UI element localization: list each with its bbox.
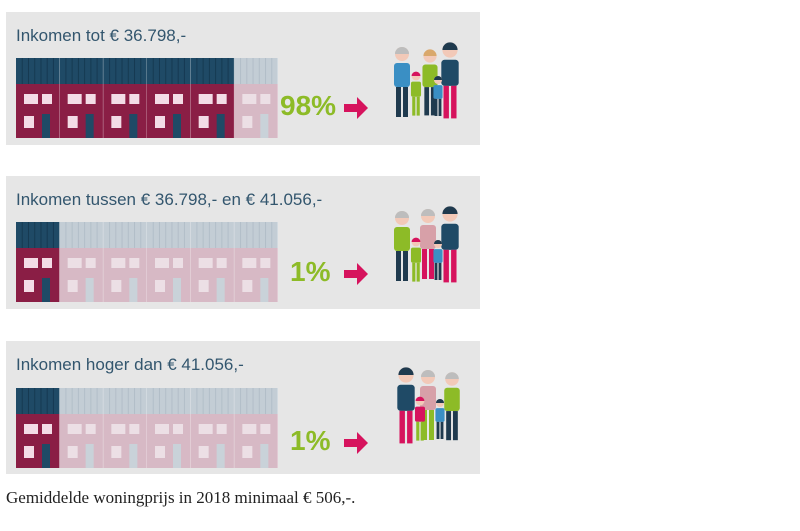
house-faded xyxy=(147,388,192,468)
percentage-value: 1% xyxy=(290,425,331,456)
arrow-right-icon xyxy=(344,432,368,454)
person-figure xyxy=(433,76,443,116)
percentage-value: 1% xyxy=(290,256,331,287)
row-houses-icon xyxy=(16,388,278,468)
family-icon xyxy=(394,42,459,119)
house-faded xyxy=(59,388,104,468)
panel-title: Inkomen tot € 36.798,- xyxy=(16,26,187,45)
family-icon xyxy=(394,206,459,283)
person-figure xyxy=(420,370,436,440)
house-faded xyxy=(59,222,104,302)
person-figure xyxy=(420,209,436,279)
person-figure xyxy=(394,211,410,281)
person-figure xyxy=(414,396,426,441)
family-icon xyxy=(397,367,460,444)
house-highlighted xyxy=(16,58,61,138)
arrow-right-icon xyxy=(344,97,368,119)
footer-note: Gemiddelde woningprijs in 2018 minimaal … xyxy=(6,488,356,507)
row-houses-icon xyxy=(16,58,278,138)
person-figure xyxy=(433,240,443,280)
person-figure xyxy=(410,237,422,282)
percentage-value: 98% xyxy=(280,90,337,121)
arrow-right-icon xyxy=(344,263,368,285)
person-figure xyxy=(422,49,438,116)
house-faded xyxy=(234,58,278,138)
row-houses-icon xyxy=(16,222,278,302)
income-panel-3: Inkomen hoger dan € 41.056,- 1% xyxy=(6,341,480,474)
person-figure xyxy=(441,206,459,283)
house-highlighted xyxy=(147,58,192,138)
house-faded xyxy=(103,222,148,302)
house-highlighted xyxy=(190,58,235,138)
person-figure xyxy=(394,47,410,117)
house-highlighted xyxy=(16,222,61,302)
person-figure xyxy=(444,372,460,441)
person-figure xyxy=(397,367,415,444)
income-panel-2: Inkomen tussen € 36.798,- en € 41.056,- … xyxy=(6,176,480,309)
income-panel-1: Inkomen tot € 36.798,- 98% xyxy=(6,12,480,145)
house-faded xyxy=(190,222,235,302)
person-figure xyxy=(441,42,459,119)
house-faded xyxy=(234,388,278,468)
house-faded xyxy=(234,222,278,302)
panel-title: Inkomen hoger dan € 41.056,- xyxy=(16,355,244,374)
house-highlighted xyxy=(59,58,104,138)
house-faded xyxy=(190,388,235,468)
house-highlighted xyxy=(103,58,148,138)
panel-title: Inkomen tussen € 36.798,- en € 41.056,- xyxy=(16,190,323,209)
house-faded xyxy=(103,388,148,468)
person-figure xyxy=(435,399,445,439)
house-faded xyxy=(147,222,192,302)
person-figure xyxy=(410,71,422,116)
house-highlighted xyxy=(16,388,61,468)
